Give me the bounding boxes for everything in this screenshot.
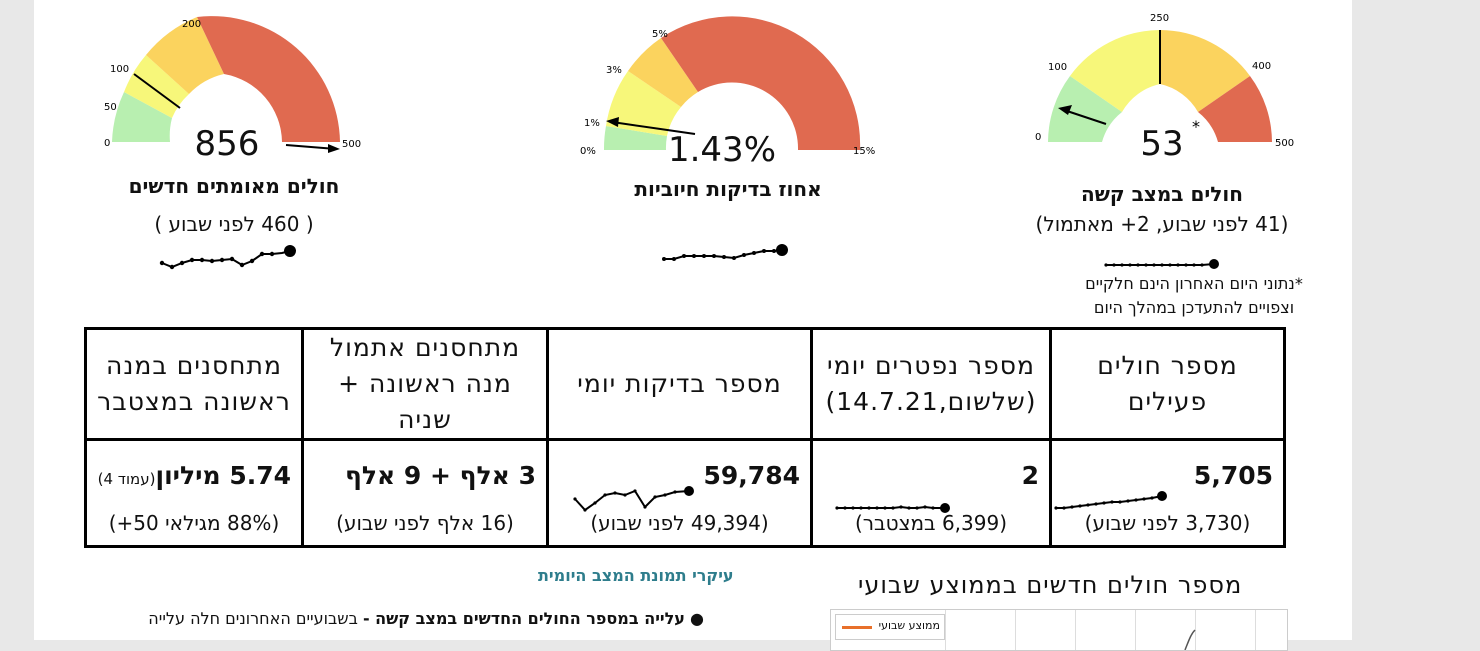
header-line: מתחסנים אתמול — [329, 333, 521, 362]
bullet-dot: ● — [684, 609, 704, 628]
chart-gridline — [1075, 610, 1076, 650]
sparkline-severe — [1104, 259, 1219, 269]
header-line: מספר נפטרים יומי — [827, 351, 1035, 380]
tick-label: 500 — [342, 139, 361, 150]
chart-title: מספר חולים חדשים בממוצע שבועי — [858, 571, 1243, 599]
header-line: מנה ראשונה + שניה — [338, 369, 512, 434]
cell-daily-tests: 59,784 (49,394 לפני שבוע) — [546, 438, 813, 548]
cell-sub: (6,399 במצטבר) — [854, 511, 1008, 535]
header-line: מתחסנים במנה — [106, 351, 282, 380]
chart-gridline — [1135, 610, 1136, 650]
tick-label: 0 — [1035, 132, 1041, 143]
chart-legend: ממוצע שבועי — [835, 614, 945, 640]
tick-label: 200 — [182, 19, 201, 30]
chart-series-line — [1184, 629, 1196, 650]
partial-data-note: *נתוני היום האחרון הינם חלקיים וצפויים ל… — [1034, 272, 1354, 320]
cell-sub: (88% מגילאי 50+) — [108, 511, 280, 535]
tick-label: 400 — [1252, 61, 1271, 72]
header-line: פעילים — [1127, 387, 1208, 416]
header-vaccinated-cumulative: מתחסנים במנה ראשונה במצטבר — [84, 327, 304, 441]
gauge-new-cases-dial: 0 50 100 200 500 — [104, 16, 361, 153]
chart-gridline — [1255, 610, 1256, 650]
bullet-item: ● עלייה במספר החולים החדשים במצב קשה - ב… — [148, 609, 704, 628]
cell-value: 5.74 מיליון — [155, 461, 292, 490]
cell-value: 59,784 — [703, 461, 800, 490]
cell-vaccinated-yesterday: 3 אלף + 9 אלף (16 אלף לפני שבוע) — [301, 438, 549, 548]
tick-label: 100 — [1048, 62, 1067, 73]
cell-value-note: (עמוד 4) — [97, 470, 156, 488]
header-daily-tests: מספר בדיקות יומי — [546, 327, 813, 441]
tick-label: 5% — [652, 29, 668, 40]
legend-swatch — [842, 626, 872, 629]
bullet-bold: עלייה במספר החולים החדשים במצב קשה - — [362, 609, 685, 628]
tick-label: 0% — [580, 146, 596, 157]
report-page: 0 50 100 200 500 856 חולים מאומתים חדשים… — [34, 0, 1354, 651]
weekly-average-chart: ממוצע שבועי — [830, 609, 1288, 651]
tick-label: 50 — [104, 102, 117, 113]
cell-sub: (49,394 לפני שבוע) — [590, 511, 769, 535]
tick-label: 0 — [104, 138, 110, 149]
cell-value: 5,705 — [1193, 461, 1273, 490]
sparkline-daily-deaths — [835, 503, 950, 513]
header-active-cases: מספר חולים פעילים — [1049, 327, 1286, 441]
tick-label: 100 — [110, 64, 129, 75]
cell-sub: (3,730 לפני שבוע) — [1084, 511, 1251, 535]
cell-value: 2 — [1021, 461, 1039, 490]
gauge-subtitle: (41 לפני שבוע, 2+ מאתמול) — [1035, 212, 1289, 236]
cell-value: 3 אלף + 9 אלף — [345, 461, 536, 490]
chart-gridline — [1015, 610, 1016, 650]
sparkline-active-cases — [1054, 491, 1167, 510]
chart-gridline — [945, 610, 946, 650]
sparkline-new-cases — [159, 245, 296, 270]
section-title: עיקרי תמונת המצב היומית — [538, 566, 734, 585]
gauge-positive-rate-dial: 0% 1% 3% 5% 15% — [580, 16, 875, 157]
tick-label: 500 — [1275, 138, 1294, 149]
chart-gridline — [1195, 610, 1196, 650]
asterisk: * — [1192, 117, 1200, 136]
note-line-2: וצפויים להתעדכן במהלך היום — [1093, 298, 1295, 317]
table-row: 5,705 (3,730 לפני שבוע) 2 (6,399 במצטבר)… — [84, 438, 1286, 548]
tick-label: 1% — [584, 118, 600, 129]
header-daily-deaths: מספר נפטרים יומי (שלשום,14.7.21) — [810, 327, 1052, 441]
gauge-title: חולים מאומתים חדשים — [128, 174, 340, 198]
legend-label: ממוצע שבועי — [878, 619, 940, 632]
cell-value-wrap: 5.74 מיליון(עמוד 4) — [98, 461, 291, 490]
stats-table: מספר חולים פעילים מספר נפטרים יומי (שלשו… — [84, 327, 1286, 548]
gauge-severe-dial: 0 100 250 400 500 * — [1035, 13, 1294, 149]
gauge-title: חולים במצב קשה — [1080, 182, 1243, 206]
tick-label: 250 — [1150, 13, 1169, 24]
header-line: (שלשום,14.7.21) — [825, 387, 1037, 416]
cell-vaccinated-cumulative: 5.74 מיליון(עמוד 4) (88% מגילאי 50+) — [84, 438, 304, 548]
gauge-value: 856 — [194, 124, 260, 164]
gauge-title: אחוז בדיקות חיוביות — [634, 177, 822, 201]
tick-label: 15% — [853, 146, 875, 157]
bullet-text: בשבועיים האחרונים חלה עלייה — [148, 609, 358, 628]
header-vaccinated-yesterday: מתחסנים אתמול מנה ראשונה + שניה — [301, 327, 549, 441]
tick-label: 3% — [606, 65, 622, 76]
sparkline-positive-rate — [662, 244, 788, 261]
gauge-value: 1.43% — [667, 130, 776, 170]
note-line-1: *נתוני היום האחרון הינם חלקיים — [1085, 274, 1303, 293]
header-line: מספר חולים — [1097, 351, 1238, 380]
gauge-value: 53 — [1140, 124, 1184, 164]
cell-daily-deaths: 2 (6,399 במצטבר) — [810, 438, 1052, 548]
header-line: ראשונה במצטבר — [97, 387, 291, 416]
sparkline-daily-tests — [573, 486, 694, 512]
table-header-row: מספר חולים פעילים מספר נפטרים יומי (שלשו… — [84, 327, 1286, 441]
cell-sub: (16 אלף לפני שבוע) — [336, 511, 514, 535]
cell-active-cases: 5,705 (3,730 לפני שבוע) — [1049, 438, 1286, 548]
header-line: מספר בדיקות יומי — [577, 369, 782, 398]
gauge-subtitle: ( 460 לפני שבוע ) — [154, 212, 314, 236]
